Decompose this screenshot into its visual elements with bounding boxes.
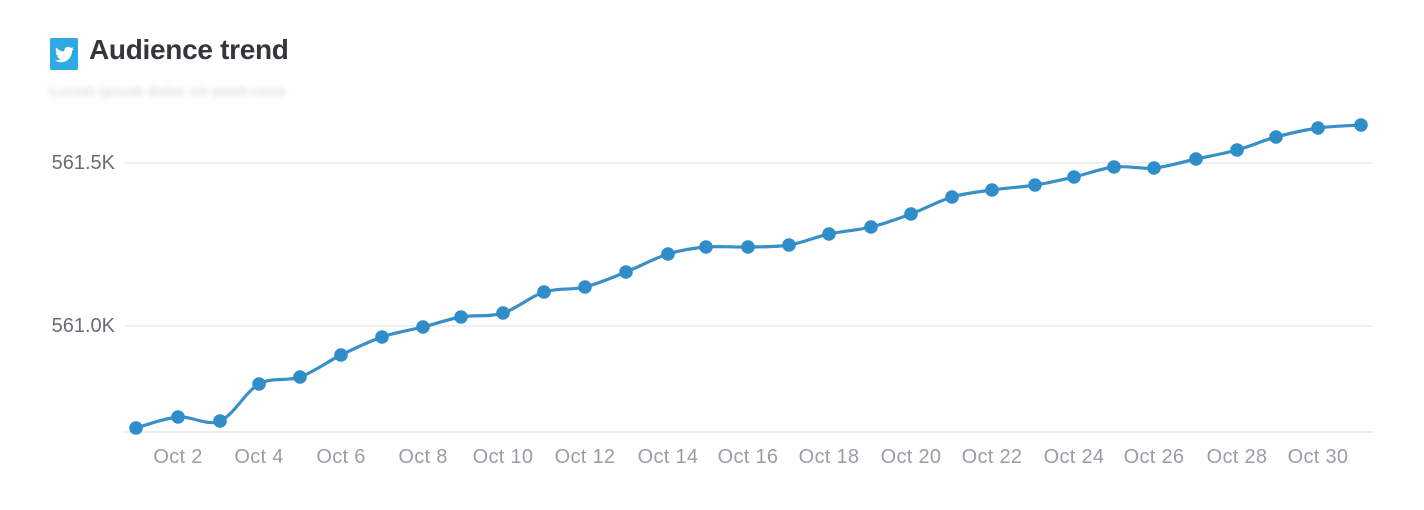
svg-text:Oct 30: Oct 30 xyxy=(1288,446,1349,468)
svg-text:Oct 22: Oct 22 xyxy=(962,446,1023,468)
svg-text:Oct 20: Oct 20 xyxy=(881,446,942,468)
svg-text:Oct 28: Oct 28 xyxy=(1207,446,1268,468)
svg-text:Oct 24: Oct 24 xyxy=(1044,446,1105,468)
svg-text:Oct 14: Oct 14 xyxy=(638,446,699,468)
svg-text:Oct 8: Oct 8 xyxy=(398,446,447,468)
svg-text:Oct 26: Oct 26 xyxy=(1124,446,1185,468)
svg-text:Oct 16: Oct 16 xyxy=(718,446,779,468)
svg-text:Oct 2: Oct 2 xyxy=(153,446,202,468)
svg-text:Oct 4: Oct 4 xyxy=(234,446,283,468)
svg-text:Oct 18: Oct 18 xyxy=(799,446,860,468)
svg-text:561.5K: 561.5K xyxy=(52,152,116,174)
svg-text:Oct 12: Oct 12 xyxy=(555,446,616,468)
svg-text:Oct 10: Oct 10 xyxy=(473,446,534,468)
svg-text:561.0K: 561.0K xyxy=(52,315,116,337)
svg-text:Oct 6: Oct 6 xyxy=(316,446,365,468)
